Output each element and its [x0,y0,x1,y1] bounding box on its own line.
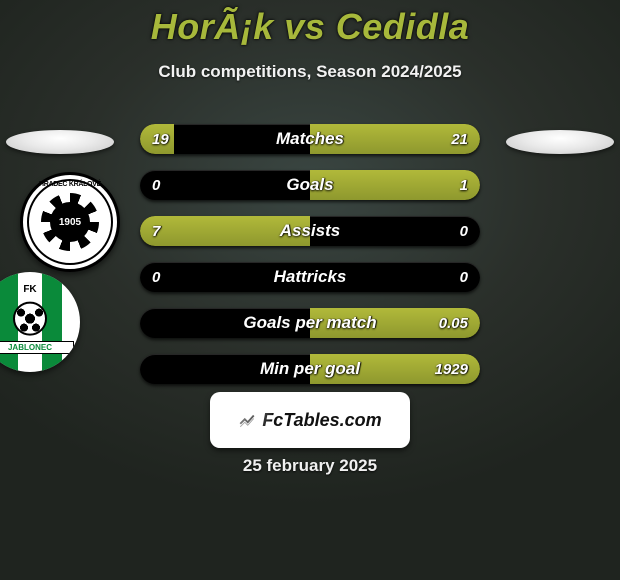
page-title: HorÃ¡k vs Cedidla [0,6,620,48]
stat-value-left: 0 [152,262,160,292]
badge-fk-label: FK [0,284,80,295]
page-subtitle: Club competitions, Season 2024/2025 [0,62,620,82]
date-text: 25 february 2025 [0,456,620,476]
stat-bar: 01Goals [140,170,480,200]
stat-bar: 1921Matches [140,124,480,154]
stat-label: Hattricks [140,262,480,292]
stat-bar: 70Assists [140,216,480,246]
stat-bars-container: 1921Matches01Goals70Assists00Hattricks0.… [140,124,480,400]
stat-bar: 0.05Goals per match [140,308,480,338]
stat-value-right: 21 [451,124,468,154]
stat-value-right: 1929 [435,354,468,384]
stat-value-left: 0 [152,170,160,200]
badge-left-year: 1905 [50,202,90,242]
badge-left-label: HRADEC KRÁLOVÉ [23,181,117,188]
player-head-left [6,130,114,154]
stat-value-right: 1 [460,170,468,200]
badge-right-banner: JABLONEC [0,341,74,354]
player-head-right [506,130,614,154]
stat-fill-right [310,170,480,200]
brand-text: FcTables.com [262,410,381,431]
stat-value-left: 19 [152,124,169,154]
stat-value-left: 7 [152,216,160,246]
chart-icon [238,411,256,429]
stat-fill-left [140,216,310,246]
club-badge-left: HRADEC KRÁLOVÉ 1905 [20,172,120,272]
soccer-ball-icon [13,302,47,336]
stat-value-right: 0 [460,216,468,246]
stat-bar: 0 0Hattricks [140,262,480,292]
stat-value-right: 0 [460,262,468,292]
stat-bar: 1929Min per goal [140,354,480,384]
stat-value-right: 0.05 [439,308,468,338]
brand-logo-box[interactable]: FcTables.com [210,392,410,448]
